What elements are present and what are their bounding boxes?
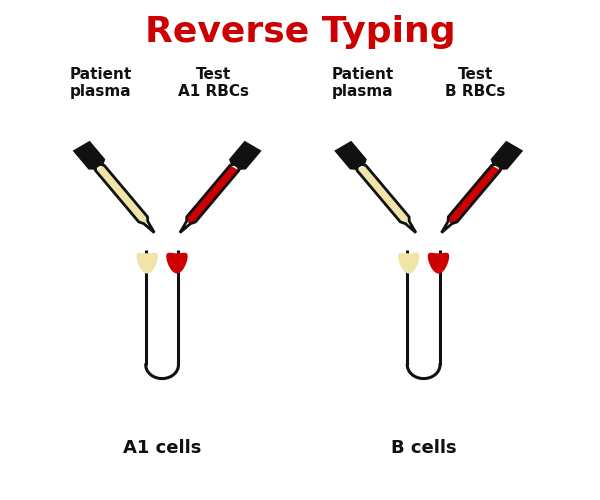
Polygon shape <box>448 166 500 224</box>
Polygon shape <box>166 253 188 274</box>
Text: Test
A1 RBCs: Test A1 RBCs <box>178 67 250 100</box>
Polygon shape <box>95 166 148 224</box>
Text: A1 cells: A1 cells <box>123 439 201 457</box>
Polygon shape <box>492 142 521 169</box>
Polygon shape <box>337 142 365 169</box>
Polygon shape <box>146 250 178 378</box>
Text: B cells: B cells <box>391 439 457 457</box>
Text: Patient
plasma: Patient plasma <box>331 67 394 100</box>
Polygon shape <box>137 253 158 274</box>
Polygon shape <box>75 142 104 169</box>
Text: Test
B RBCs: Test B RBCs <box>445 67 506 100</box>
Polygon shape <box>187 166 239 224</box>
Polygon shape <box>230 142 260 169</box>
Polygon shape <box>407 250 440 378</box>
Text: Reverse Typing: Reverse Typing <box>145 16 455 50</box>
Polygon shape <box>428 253 449 274</box>
Polygon shape <box>357 166 409 224</box>
Text: Patient
plasma: Patient plasma <box>70 67 132 100</box>
Polygon shape <box>398 253 419 274</box>
